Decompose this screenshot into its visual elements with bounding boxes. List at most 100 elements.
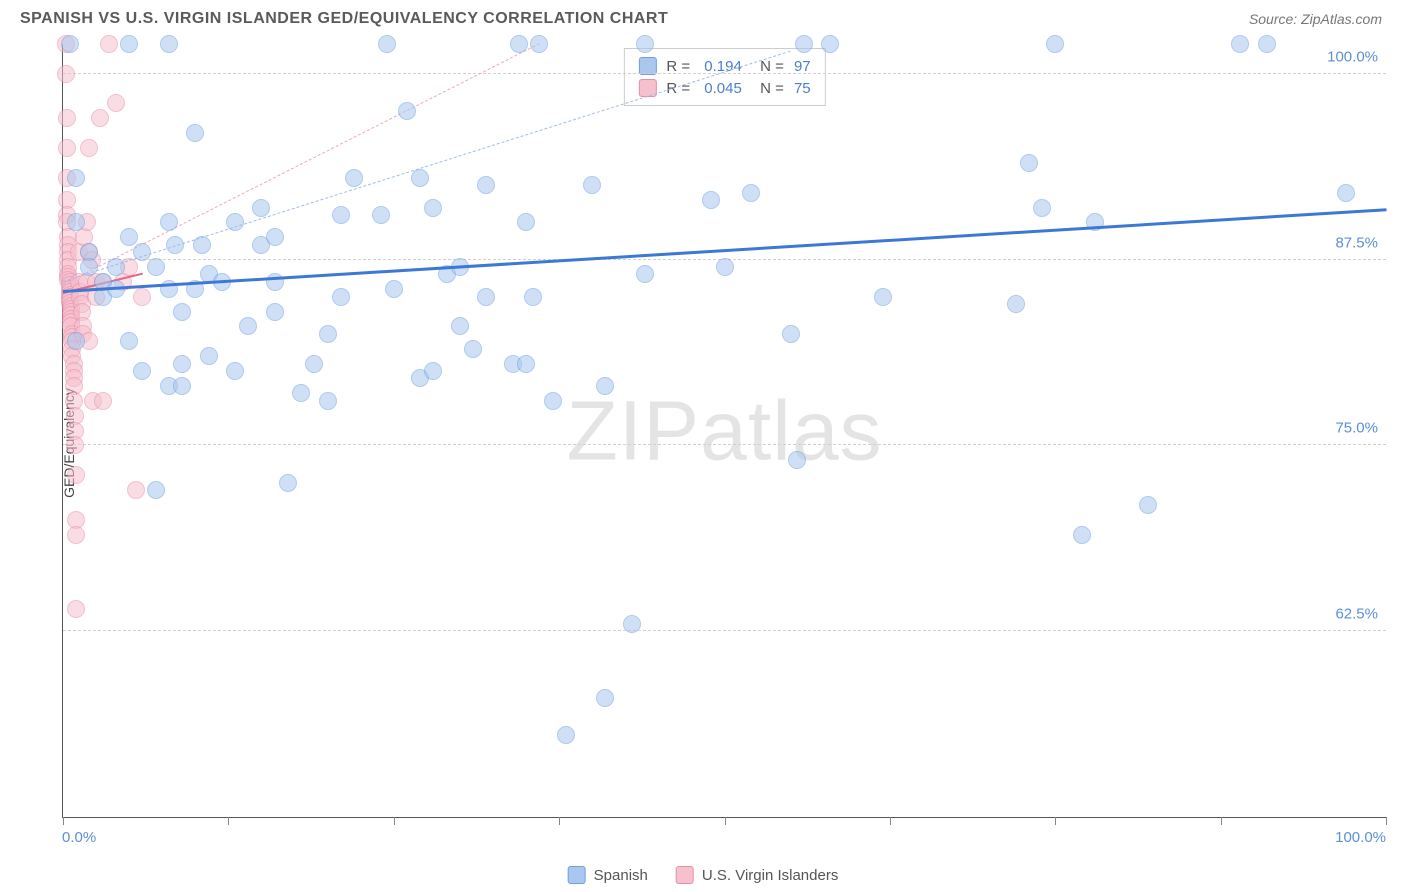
- scatter-point: [94, 392, 112, 410]
- scatter-point: [583, 176, 601, 194]
- scatter-point: [133, 288, 151, 306]
- scatter-point: [510, 35, 528, 53]
- x-tick: [725, 817, 726, 825]
- scatter-point: [67, 213, 85, 231]
- scatter-point: [557, 726, 575, 744]
- scatter-point: [147, 481, 165, 499]
- series-legend: Spanish U.S. Virgin Islanders: [568, 866, 839, 884]
- scatter-point: [120, 35, 138, 53]
- scatter-point: [58, 109, 76, 127]
- x-tick: [228, 817, 229, 825]
- watermark: ZIPatlas: [566, 382, 882, 479]
- scatter-point: [517, 355, 535, 373]
- scatter-point: [702, 191, 720, 209]
- scatter-point: [186, 124, 204, 142]
- scatter-point: [133, 362, 151, 380]
- scatter-point: [795, 35, 813, 53]
- scatter-point: [596, 377, 614, 395]
- scatter-point: [120, 228, 138, 246]
- source-text: Source: ZipAtlas.com: [1249, 11, 1382, 27]
- scatter-point: [477, 288, 495, 306]
- scatter-point: [80, 139, 98, 157]
- scatter-point: [1337, 184, 1355, 202]
- scatter-point: [292, 384, 310, 402]
- scatter-point: [279, 474, 297, 492]
- scatter-point: [451, 317, 469, 335]
- scatter-point: [127, 481, 145, 499]
- scatter-point: [1231, 35, 1249, 53]
- scatter-point: [266, 228, 284, 246]
- scatter-point: [67, 332, 85, 350]
- scatter-point: [1046, 35, 1064, 53]
- gridline: [63, 444, 1386, 445]
- scatter-point: [464, 340, 482, 358]
- scatter-point: [345, 169, 363, 187]
- swatch-blue-icon: [568, 866, 586, 884]
- scatter-point: [160, 35, 178, 53]
- ci-line: [63, 50, 791, 281]
- scatter-point: [147, 258, 165, 276]
- scatter-point: [788, 451, 806, 469]
- scatter-point: [173, 377, 191, 395]
- scatter-point: [424, 362, 442, 380]
- scatter-point: [424, 199, 442, 217]
- scatter-point: [385, 280, 403, 298]
- x-tick: [394, 817, 395, 825]
- scatter-point: [874, 288, 892, 306]
- scatter-point: [239, 317, 257, 335]
- scatter-point: [524, 288, 542, 306]
- scatter-point: [636, 35, 654, 53]
- scatter-point: [61, 35, 79, 53]
- scatter-point: [57, 65, 75, 83]
- scatter-point: [782, 325, 800, 343]
- scatter-point: [67, 169, 85, 187]
- x-tick: [559, 817, 560, 825]
- plot-area: ZIPatlas R = 0.194 N =97 R = 0.045 N =75…: [62, 44, 1386, 818]
- scatter-point: [305, 355, 323, 373]
- scatter-point: [58, 139, 76, 157]
- x-axis-start: 0.0%: [62, 829, 96, 846]
- scatter-point: [596, 689, 614, 707]
- scatter-point: [517, 213, 535, 231]
- scatter-point: [636, 265, 654, 283]
- y-tick-label: 87.5%: [1335, 234, 1378, 251]
- x-tick: [1386, 817, 1387, 825]
- y-tick-label: 100.0%: [1327, 48, 1378, 65]
- x-tick: [890, 817, 891, 825]
- scatter-point: [716, 258, 734, 276]
- scatter-point: [107, 94, 125, 112]
- x-tick: [1055, 817, 1056, 825]
- scatter-point: [544, 392, 562, 410]
- scatter-point: [120, 332, 138, 350]
- scatter-point: [1258, 35, 1276, 53]
- scatter-point: [252, 199, 270, 217]
- scatter-point: [1007, 295, 1025, 313]
- chart-area: GED/Equivalency ZIPatlas R = 0.194 N =97…: [20, 44, 1386, 842]
- scatter-point: [319, 392, 337, 410]
- gridline: [63, 73, 1386, 74]
- swatch-pink-icon: [676, 866, 694, 884]
- scatter-point: [173, 303, 191, 321]
- scatter-point: [67, 526, 85, 544]
- legend-row-usvi: R = 0.045 N =75: [638, 77, 810, 99]
- scatter-point: [378, 35, 396, 53]
- scatter-point: [372, 206, 390, 224]
- scatter-point: [821, 35, 839, 53]
- scatter-point: [160, 213, 178, 231]
- correlation-legend: R = 0.194 N =97 R = 0.045 N =75: [623, 48, 825, 106]
- scatter-point: [530, 35, 548, 53]
- scatter-point: [1139, 496, 1157, 514]
- gridline: [63, 630, 1386, 631]
- x-axis-end: 100.0%: [1335, 829, 1386, 846]
- x-tick: [1221, 817, 1222, 825]
- scatter-point: [266, 303, 284, 321]
- scatter-point: [67, 600, 85, 618]
- scatter-point: [623, 615, 641, 633]
- scatter-point: [742, 184, 760, 202]
- scatter-point: [226, 362, 244, 380]
- scatter-point: [173, 355, 191, 373]
- scatter-point: [332, 206, 350, 224]
- x-tick: [63, 817, 64, 825]
- scatter-point: [398, 102, 416, 120]
- scatter-point: [200, 347, 218, 365]
